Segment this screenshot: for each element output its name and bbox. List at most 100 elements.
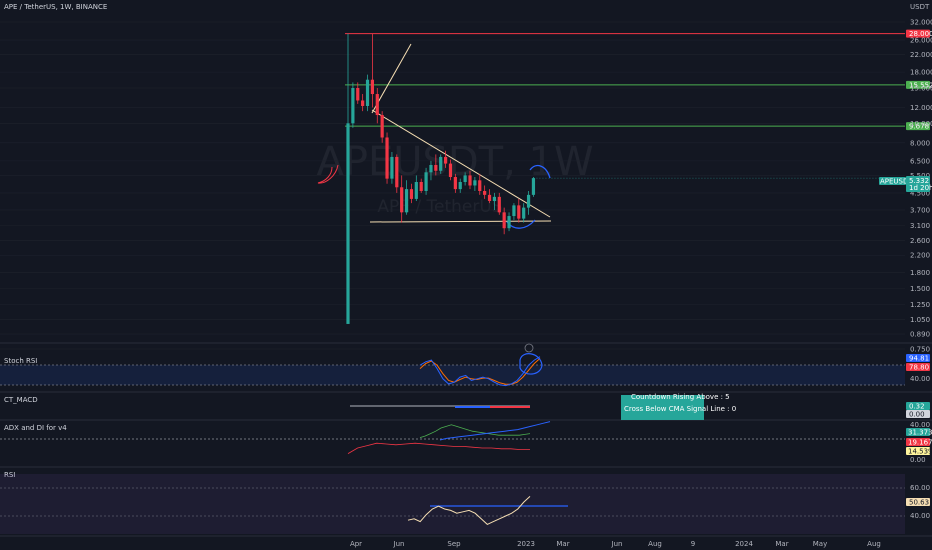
candle-body — [419, 181, 423, 191]
stoch-d-value: 78.80 — [909, 364, 929, 372]
blue-arc-top-drawing — [529, 164, 551, 179]
candlestick-series — [346, 33, 905, 324]
stoch-rsi-band — [0, 365, 905, 385]
price-level-badge — [906, 122, 930, 131]
candle-body — [448, 163, 453, 178]
candle-body — [507, 216, 511, 229]
macd-value: 0.32 — [909, 403, 925, 411]
currency-label: USDT — [910, 3, 930, 11]
stoch-k-badge — [906, 354, 930, 362]
y-tick-label: 1.050 — [910, 316, 930, 324]
stoch-rsi-k-line — [419, 356, 541, 387]
candle-body — [526, 194, 531, 208]
y-tick-label: 3.100 — [910, 222, 930, 230]
candle-body — [468, 175, 472, 186]
rsi-pane[interactable]: RSI 60.00 50.63 40.00 — [0, 471, 930, 534]
last-price-value: 5.332 — [909, 177, 929, 185]
candle-body — [365, 79, 370, 107]
candle-body — [478, 180, 482, 191]
candle-body — [409, 189, 414, 199]
candle-body — [346, 123, 350, 324]
adx-tick-0: 0.00 — [910, 456, 926, 464]
description-watermark: APE / TetherUS — [377, 197, 502, 217]
last-price-countdown: 1d 20h — [909, 184, 932, 192]
y-tick-label: 32.000 — [910, 19, 932, 27]
candle-body — [395, 156, 399, 188]
candle-body — [390, 156, 394, 179]
time-axis[interactable]: Apr Jun Sep 2023 Mar Jun Aug 9 2024 Mar … — [350, 540, 881, 548]
x-tick-may: May — [813, 540, 827, 548]
candle-body — [522, 207, 526, 219]
symbol-header: APE / TetherUS, 1W, BINANCE — [4, 3, 107, 11]
stoch-k-value: 94.81 — [909, 355, 929, 363]
macd-info-cross: Cross Below CMA Signal Line : 0 — [624, 405, 736, 413]
y-tick-label: 6.500 — [910, 157, 930, 165]
x-tick-2024: 2024 — [735, 540, 753, 548]
di-minus-badge — [906, 438, 930, 446]
last-price-symbol: APEUSDT — [880, 178, 913, 186]
rsi-value: 50.63 — [909, 499, 929, 507]
y-tick-label: 10.000 — [910, 120, 932, 128]
adx-value-badge — [906, 428, 930, 436]
adx-di-title: ADX and DI for v4 — [4, 424, 67, 432]
price-level-badge — [906, 80, 930, 89]
di-plus-line — [439, 421, 551, 441]
candle-body — [380, 115, 384, 138]
candle-body — [434, 164, 438, 171]
candle-body — [370, 79, 374, 95]
stoch-rsi-tick-40: 40.00 — [910, 375, 930, 383]
last-price-symbol-badge — [879, 177, 906, 185]
x-tick-9: 9 — [691, 540, 695, 548]
x-tick-apr: Apr — [350, 540, 362, 548]
candle-body — [400, 187, 404, 213]
signal-marker-icon — [524, 343, 534, 353]
macd-info-box — [621, 395, 704, 420]
adx-line — [419, 424, 531, 438]
candle-body — [517, 205, 521, 219]
last-price-badge — [906, 176, 930, 192]
candle-body — [492, 196, 496, 202]
candle-body — [414, 181, 418, 199]
gridlines — [0, 21, 905, 350]
stoch-rsi-circle-drawing — [519, 353, 543, 375]
price-axis[interactable]: 32.000 26.000 22.000 18.000 15.000 12.000 10.0… — [910, 19, 932, 354]
y-tick-label: 18.000 — [910, 69, 932, 77]
last-price-marker: APEUSDT 5.332 1d 20h — [879, 176, 932, 192]
adx-value: 31.373 — [908, 429, 932, 437]
y-tick-label: 1.800 — [910, 269, 930, 277]
di-minus-value: 19.167 — [908, 439, 932, 447]
stoch-rsi-d-line — [419, 358, 541, 385]
candle-body — [439, 156, 443, 171]
y-tick-label: 8.000 — [910, 139, 930, 147]
x-tick-jun-2023: Jun — [611, 540, 623, 548]
y-tick-label: 1.500 — [910, 285, 930, 293]
candle-body — [361, 100, 365, 107]
x-tick-mar-2024: Mar — [775, 540, 788, 548]
rsi-value-badge — [906, 498, 930, 506]
di-minus-line — [347, 442, 530, 454]
price-level-label: 15.552 — [909, 81, 932, 89]
candle-body — [453, 177, 457, 190]
stoch-d-badge — [906, 363, 930, 371]
candle-body — [385, 137, 389, 179]
y-tick-label: 15.000 — [910, 85, 932, 93]
rsi-line — [407, 496, 531, 525]
y-tick-label: 4.500 — [910, 189, 930, 197]
rsi-title: RSI — [4, 471, 15, 479]
support-trendline — [369, 220, 552, 223]
stoch-rsi-pane[interactable]: Stoch RSI 94.81 78.80 40.00 — [0, 343, 930, 387]
candle-body — [463, 175, 467, 182]
ct-macd-pane[interactable]: CT_MACD Countdown Rising Above : 5 Cross… — [4, 393, 930, 420]
y-tick-label: 12.000 — [910, 104, 932, 112]
candle-body — [502, 212, 506, 229]
red-arc-drawing — [317, 164, 339, 184]
adx-di-pane[interactable]: ADX and DI for v4 40.00 31.373 19.167 14… — [0, 421, 932, 464]
x-tick-aug-2024: Aug — [867, 540, 881, 548]
candle-body — [429, 164, 433, 173]
descending-trendline — [371, 109, 551, 218]
candle-body — [356, 88, 360, 101]
y-tick-label: 2.600 — [910, 237, 930, 245]
